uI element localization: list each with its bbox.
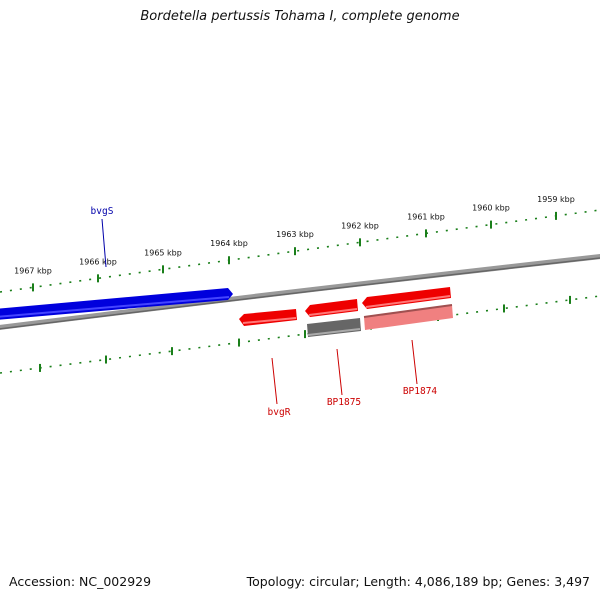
ruler-tick-label: 1967 kbp <box>14 266 52 275</box>
gene-bvgS-leader <box>101 218 107 268</box>
gene-BP1873-highlight <box>365 295 451 308</box>
ruler-tick-label: 1963 kbp <box>276 230 314 239</box>
gene-BP1876-highlight <box>308 308 358 316</box>
ruler-tick-label: 1962 kbp <box>341 221 379 230</box>
lower-ruler-line <box>0 295 600 374</box>
gene-BP1875-box[interactable] <box>307 318 361 337</box>
gene-BP1875-leader <box>336 348 343 396</box>
ruler-tick-label: 1966 kbp <box>79 257 117 266</box>
gene-BP1874-box[interactable] <box>364 305 453 330</box>
gene-bvgR-highlight <box>242 317 297 324</box>
accession-text: Accession: NC_002929 <box>9 574 152 589</box>
genome-summary-text: Topology: circular; Length: 4,086,189 bp… <box>246 574 590 589</box>
genome-backbone <box>0 254 600 330</box>
gene-BP1874-leader <box>411 339 418 385</box>
ruler-tick-label: 1961 kbp <box>407 212 445 221</box>
ruler-tick-label: 1964 kbp <box>210 239 248 248</box>
ruler-tick-label: 1965 kbp <box>144 248 182 257</box>
gene-bvgS-highlight <box>0 296 230 318</box>
gene-BP1875-highlight <box>307 328 361 336</box>
gene-bvgR-leader <box>271 357 278 405</box>
gene-BP1874-shade <box>363 304 453 318</box>
gene-bvgR-label[interactable]: bvgR <box>268 407 291 418</box>
ruler-tick-label: 1959 kbp <box>537 195 575 204</box>
gene-BP1873-arrow[interactable] <box>362 287 451 309</box>
upper-ruler-labels: 1967 kbp 1966 kbp 1965 kbp 1964 kbp 1963 kbp… <box>14 195 575 276</box>
genome-title: Bordetella pertussis Tohama I, complete … <box>140 9 460 24</box>
upper-ruler-line <box>0 209 600 293</box>
gene-BP1876-arrow[interactable] <box>305 299 358 317</box>
genome-backbone-shade <box>0 257 600 330</box>
upper-ruler-ticks <box>32 211 557 292</box>
gene-bvgS-label[interactable]: bvgS <box>91 206 114 217</box>
gene-BP1874-label[interactable]: BP1874 <box>403 386 438 397</box>
ruler-tick-label: 1960 kbp <box>472 204 510 213</box>
gene-BP1875-label[interactable]: BP1875 <box>327 397 361 408</box>
